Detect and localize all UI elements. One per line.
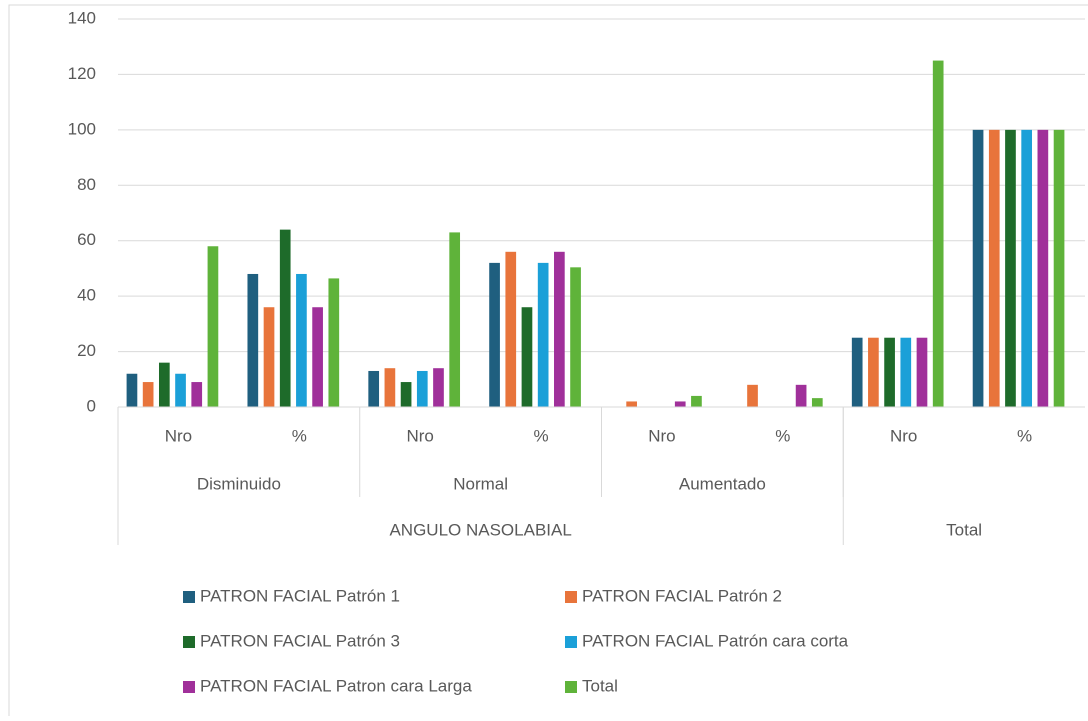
x-tick-label: Nro [648,426,675,445]
bar [368,370,380,407]
y-tick-label: 80 [77,175,96,194]
bar [1021,129,1033,407]
legend-label: PATRON FACIAL Patrón cara corta [582,631,849,650]
bar [449,232,461,407]
legend-label: PATRON FACIAL Patron cara Larga [200,676,472,695]
bar [191,382,203,407]
bar [554,251,565,407]
group-label: Aumentado [679,474,766,493]
legend-swatch [183,681,195,693]
y-tick-label: 100 [68,119,96,138]
legend-swatch [183,636,195,648]
bar [691,395,702,407]
x-tick-label: Nro [165,426,192,445]
bar [851,337,863,407]
legend-label: PATRON FACIAL Patrón 1 [200,586,400,605]
bar [416,370,428,407]
bar [570,267,581,407]
bar [537,262,549,407]
legend-label: PATRON FACIAL Patrón 2 [582,586,782,605]
legend-swatch [565,591,577,603]
x-tick-label: % [775,426,790,445]
bar [489,262,500,407]
supergroup-label: ANGULO NASOLABIAL [389,520,571,539]
x-tick-label: % [1017,426,1032,445]
legend-label: Total [582,676,618,695]
group-label: Disminuido [197,474,281,493]
bar [433,368,444,407]
bar [296,273,307,407]
legend-label: PATRON FACIAL Patrón 3 [200,631,400,650]
bar [916,337,928,407]
bar [247,273,259,407]
bar [158,362,170,407]
y-tick-label: 60 [77,230,96,249]
bar [884,337,895,407]
legend-swatch [565,681,577,693]
bar [328,278,340,407]
bar [384,368,396,407]
x-tick-label: % [292,426,307,445]
bar [312,307,323,407]
bar [972,129,984,407]
bar [626,401,637,407]
bar [868,337,879,407]
y-tick-label: 120 [68,64,96,83]
bar [279,229,291,407]
bar [505,251,517,407]
x-tick-label: % [534,426,549,445]
bar [142,382,154,407]
bar [521,307,533,407]
legend-swatch [565,636,577,648]
bar [674,401,686,407]
y-tick-label: 140 [68,8,96,27]
supergroup-label: Total [946,520,982,539]
bar [932,60,944,407]
bar [263,307,275,407]
bar [175,373,186,407]
bar [811,398,823,407]
group-label: Normal [453,474,508,493]
bar [747,384,758,407]
bar [1037,129,1049,407]
legend-swatch [183,591,195,603]
y-tick-label: 40 [77,286,96,305]
y-tick-label: 0 [87,396,96,415]
bar [126,373,138,407]
bar [1005,129,1016,407]
x-tick-label: Nro [890,426,917,445]
x-tick-label: Nro [406,426,433,445]
bar [207,246,219,407]
bar [1053,129,1065,407]
y-tick-label: 20 [77,341,96,360]
bar [795,384,807,407]
bar [988,129,1000,407]
bar [900,337,912,407]
bar [400,382,412,407]
